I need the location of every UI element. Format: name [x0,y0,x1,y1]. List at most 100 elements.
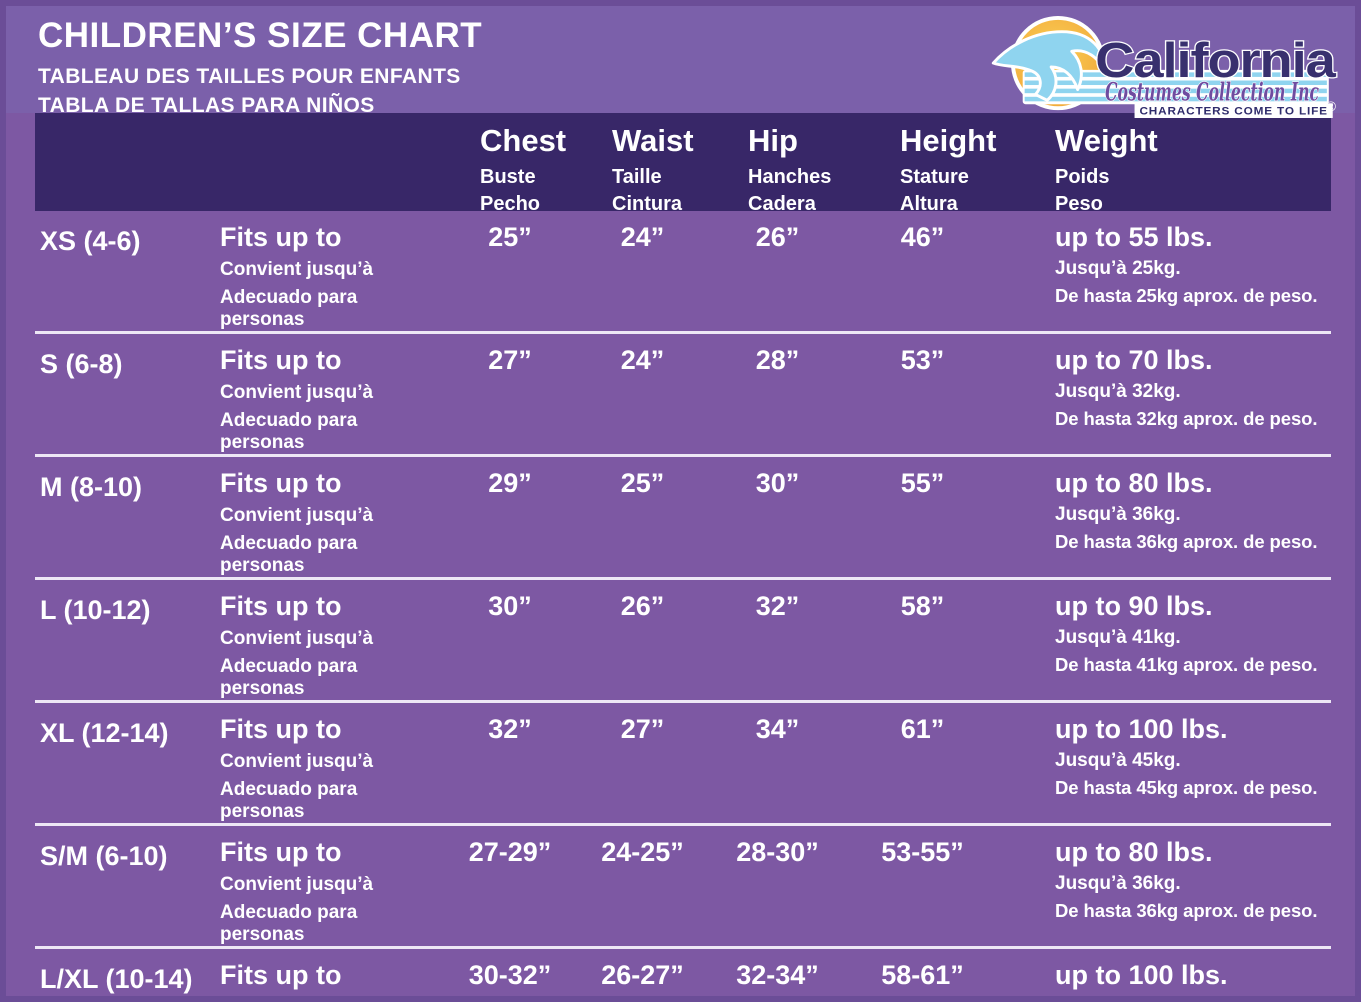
weight-value: up to 80 lbs. [1055,837,1213,867]
fits-up-to-label: Fits up to [220,960,342,990]
chest-value: 27-29” [468,837,552,867]
waist-value: 26” [620,591,665,621]
header-spacer [220,113,445,216]
fits-cell: Fits up to Convient jusqu’à Adecuado par… [220,468,445,577]
fits-cell: Fits up to Convient jusqu’à Adecuado par… [220,591,445,700]
fits-label-spanish: Adecuado para personas [220,779,358,822]
subtitle-spanish: TABLA DE TALLAS PARA NIÑOS [38,94,375,118]
fits-up-to-label: Fits up to [220,468,342,498]
fits-up-to-label: Fits up to [220,837,342,867]
size-label: XS (4-6) [40,226,141,256]
weight-french: Jusqu’à 36kg. [1055,873,1181,894]
column-label-en: Weight [1055,123,1158,158]
waist-value: 24-25” [601,837,684,867]
fits-label-french: Convient jusqu’à [220,874,374,895]
size-label: L/XL (10-14) [40,964,193,994]
fits-cell: Fits up to Convient jusqu’à Adecuado par… [220,222,445,331]
weight-value: up to 70 lbs. [1055,345,1213,375]
fits-label-french: Convient jusqu’à [220,382,374,403]
column-label-es: Cadera [748,193,816,215]
fits-label-spanish: Adecuado para personas [220,533,358,576]
size-label: M (8-10) [40,472,143,502]
column-header: Waist Taille Cintura [575,113,710,216]
size-label: S/M (6-10) [40,841,168,871]
hip-value: 26” [755,222,800,252]
column-label-en: Hip [748,123,798,158]
weight-spanish: De hasta 45kg aprox. de peso. [1055,777,1318,798]
column-label-es: Peso [1055,193,1103,215]
chest-value: 30-32” [468,960,552,990]
fits-label-french: Convient jusqu’à [220,628,374,649]
logo-script-text: Costumes Collection Inc [1105,77,1319,107]
weight-cell: up to 100 lbs. Jusqu’à 45kg. De hasta 45… [1000,960,1331,996]
logo-brand-text: California [1095,34,1336,88]
waist-value: 27” [620,714,665,744]
fits-up-to-label: Fits up to [220,345,342,375]
chest-value: 32” [488,714,532,744]
weight-french: Jusqu’à 32kg. [1055,381,1181,402]
chest-value: 29” [488,468,532,498]
waist-value: 25” [620,468,665,498]
weight-spanish: De hasta 32kg aprox. de peso. [1055,408,1318,429]
logo-tagline-text: CHARACTERS COME TO LIFE [1139,106,1327,118]
california-costumes-logo: California Costumes Collection Inc ® CHA… [991,15,1339,118]
chest-value: 30” [488,591,532,621]
column-label-es: Pecho [480,193,541,215]
hip-value: 32” [755,591,800,621]
fits-cell: Fits up to Convient jusqu’à Adecuado par… [220,837,445,946]
column-label-fr: Buste [480,166,536,188]
height-value: 55” [900,468,945,498]
weight-cell: up to 90 lbs. Jusqu’à 41kg. De hasta 41k… [1000,591,1331,700]
size-chart-poster: CHILDREN’S SIZE CHART TABLEAU DES TAILLE… [6,6,1355,996]
table-row: L (10-12) Fits up to Convient jusqu’à Ad… [35,580,1331,703]
fits-label-spanish: Adecuado para personas [220,902,358,945]
column-label-en: Chest [480,123,567,158]
table-row: L/XL (10-14) Fits up to Convient jusqu’à… [35,949,1331,996]
brand-logo: California Costumes Collection Inc ® CHA… [985,14,1341,118]
column-label-fr: Taille [612,166,662,188]
chest-value: 25” [488,222,532,252]
header-spacer [35,113,220,216]
table-row: M (8-10) Fits up to Convient jusqu’à Ade… [35,457,1331,580]
weight-spanish: De hasta 41kg aprox. de peso. [1055,654,1318,675]
fits-up-to-label: Fits up to [220,591,342,621]
fits-label-spanish: Adecuado para personas [220,410,358,453]
column-header: Height Stature Altura [845,113,1000,216]
weight-spanish: De hasta 25kg aprox. de peso. [1055,285,1318,306]
height-value: 46” [900,222,945,252]
column-header: Hip Hanches Cadera [710,113,845,216]
column-label-fr: Hanches [748,166,832,188]
ocean-stripes-icon [1022,69,1329,105]
waist-value: 24” [620,222,665,252]
weight-french: Jusqu’à 25kg. [1055,258,1181,279]
hip-value: 28-30” [736,837,819,867]
fits-label-french: Convient jusqu’à [220,259,374,280]
size-label: L (10-12) [40,595,151,625]
size-table-body: XS (4-6) Fits up to Convient jusqu’à Ade… [35,211,1331,996]
weight-french: Jusqu’à 36kg. [1055,504,1181,525]
height-value: 53-55” [881,837,964,867]
weight-french: Jusqu’à 45kg. [1055,750,1181,771]
height-value: 53” [900,345,945,375]
weight-cell: up to 70 lbs. Jusqu’à 32kg. De hasta 32k… [1000,345,1331,454]
table-row: S (6-8) Fits up to Convient jusqu’à Adec… [35,334,1331,457]
masthead: CHILDREN’S SIZE CHART TABLEAU DES TAILLE… [6,6,1355,118]
column-label-fr: Poids [1055,166,1110,188]
fits-label-spanish: Adecuado para personas [220,656,358,699]
weight-value: up to 80 lbs. [1055,468,1213,498]
fits-cell: Fits up to Convient jusqu’à Adecuado par… [220,960,445,996]
column-label-es: Cintura [612,193,682,215]
table-row: S/M (6-10) Fits up to Convient jusqu’à A… [35,826,1331,949]
waist-value: 26-27” [601,960,684,990]
fits-cell: Fits up to Convient jusqu’à Adecuado par… [220,345,445,454]
fits-label-french: Convient jusqu’à [220,751,374,772]
fits-label-spanish: Adecuado para personas [220,287,358,330]
waist-value: 24” [620,345,665,375]
hip-value: 32-34” [736,960,819,990]
weight-value: up to 100 lbs. [1055,960,1228,990]
weight-cell: up to 80 lbs. Jusqu’à 36kg. De hasta 36k… [1000,468,1331,577]
height-value: 58” [900,591,945,621]
weight-spanish: De hasta 36kg aprox. de peso. [1055,900,1318,921]
size-label: XL (12-14) [40,718,169,748]
fits-cell: Fits up to Convient jusqu’à Adecuado par… [220,714,445,823]
